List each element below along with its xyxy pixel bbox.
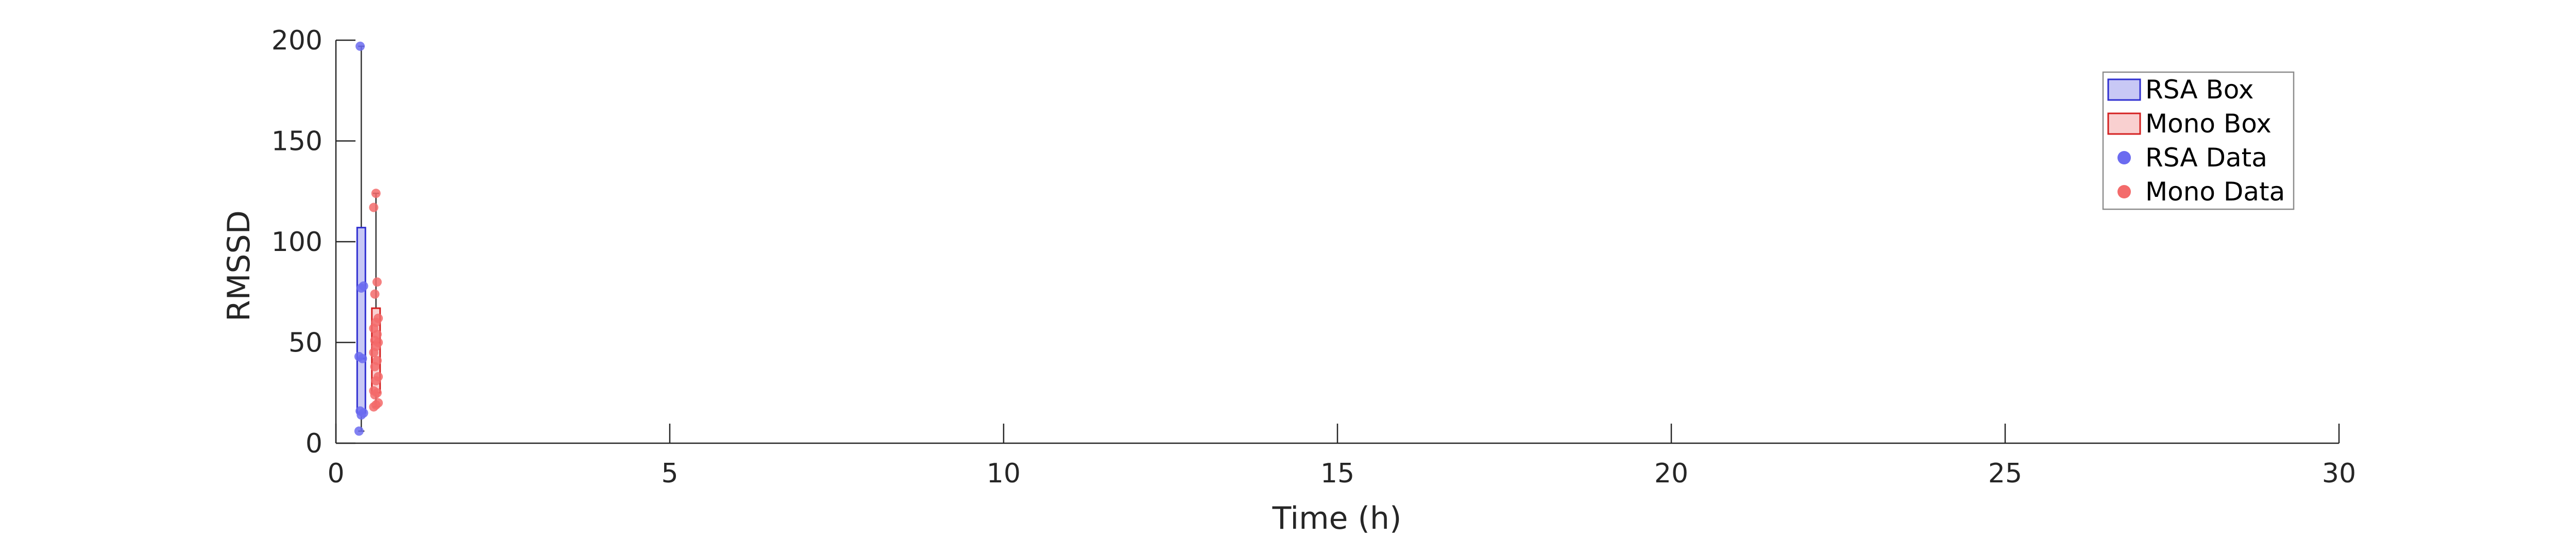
legend-item: RSA Data — [2117, 143, 2267, 173]
y-tick-label: 0 — [306, 428, 323, 459]
x-tick-label: 30 — [2322, 458, 2356, 489]
data-point — [374, 398, 383, 408]
y-axis: 0 50 100 150 200 — [272, 25, 355, 459]
legend: RSA Box Mono Box RSA Data Mono Data — [2102, 71, 2295, 210]
y-tick-label: 50 — [289, 328, 323, 359]
data-point — [355, 406, 365, 416]
legend-label: RSA Data — [2145, 143, 2267, 173]
data-point — [371, 189, 381, 198]
legend-label: Mono Data — [2145, 177, 2285, 207]
legend-swatch-box — [2107, 78, 2141, 101]
data-point — [372, 277, 382, 287]
data-point — [355, 41, 365, 51]
legend-item: RSA Box — [2107, 75, 2253, 105]
x-tick-label: 20 — [1654, 458, 1688, 489]
data-point — [369, 203, 379, 212]
legend-swatch-box — [2107, 112, 2141, 135]
x-tick-label: 5 — [661, 458, 678, 489]
data-point — [369, 386, 379, 396]
data-point — [370, 289, 380, 299]
series-rsa — [354, 41, 368, 436]
data-point — [359, 281, 368, 291]
legend-swatch-point — [2117, 185, 2131, 198]
legend-label: RSA Box — [2145, 75, 2253, 105]
legend-label: Mono Box — [2145, 109, 2272, 139]
data-point — [372, 356, 382, 365]
x-tick-label: 15 — [1320, 458, 1354, 489]
series-mono — [369, 189, 383, 412]
x-tick-label: 25 — [1988, 458, 2022, 489]
x-tick-label: 0 — [327, 458, 344, 489]
y-tick-label: 100 — [272, 227, 323, 258]
y-tick-label: 200 — [272, 25, 323, 56]
x-axis: 0 5 10 15 20 25 30 — [327, 424, 2356, 489]
y-tick-label: 150 — [272, 126, 323, 157]
data-point — [374, 313, 383, 323]
legend-item: Mono Box — [2107, 109, 2272, 139]
legend-item: Mono Data — [2117, 177, 2285, 207]
x-tick-label: 10 — [987, 458, 1021, 489]
data-point — [374, 372, 383, 381]
data-point — [354, 351, 364, 361]
plot-area — [354, 41, 383, 436]
box-iqr — [356, 227, 366, 414]
x-axis-label: Time (h) — [1272, 500, 1402, 536]
data-point — [354, 426, 364, 436]
legend-swatch-point — [2117, 151, 2131, 164]
y-axis-label: RMSSD — [221, 210, 257, 322]
